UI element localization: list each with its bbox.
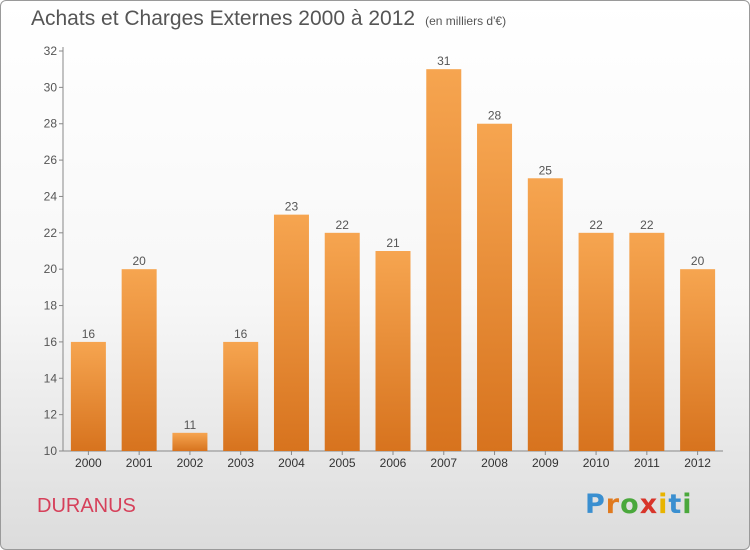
chart-title: Achats et Charges Externes 2000 à 2012 (e…	[31, 7, 506, 31]
logo-letter: i	[682, 489, 693, 520]
logo-letter: r	[605, 489, 621, 520]
x-tick-label: 2007	[430, 456, 457, 470]
bar-value-label: 21	[386, 236, 400, 250]
logo-letter: x	[639, 489, 659, 520]
x-tick-label: 2012	[684, 456, 711, 470]
x-tick-label: 2005	[329, 456, 356, 470]
bar-value-label: 11	[184, 418, 197, 432]
y-tick-label: 26	[44, 153, 58, 167]
bar-value-label: 25	[539, 163, 553, 177]
town-name: DURANUS	[37, 495, 136, 517]
logo-letter: t	[668, 489, 683, 520]
y-tick-label: 20	[44, 262, 58, 276]
bar	[426, 69, 462, 451]
bar	[70, 341, 106, 451]
bar	[680, 269, 716, 451]
logo-letter: o	[620, 489, 640, 520]
bar-value-label: 31	[437, 54, 451, 68]
y-tick-label: 22	[44, 226, 58, 240]
x-tick-label: 2003	[227, 456, 254, 470]
x-tick-label: 2004	[278, 456, 305, 470]
chart-unit-text: (en milliers d'€)	[425, 14, 507, 28]
bar-value-label: 16	[82, 327, 96, 341]
bar	[629, 232, 665, 451]
x-tick-label: 2009	[532, 456, 559, 470]
y-tick-label: 12	[44, 408, 58, 422]
logo-letter: i	[658, 489, 669, 520]
bar-value-label: 22	[336, 218, 350, 232]
bar-value-label: 22	[640, 218, 654, 232]
bar-value-label: 20	[132, 254, 146, 268]
x-tick-label: 2011	[634, 456, 660, 470]
bar-value-label: 23	[285, 200, 299, 214]
x-tick-label: 2008	[481, 456, 508, 470]
y-tick-label: 10	[44, 444, 58, 458]
x-axis: 2000 2001 2002 2003 2004 2005 2006 2007 2008 2009…	[63, 450, 723, 470]
y-tick-label: 18	[44, 299, 58, 313]
bar	[375, 251, 411, 451]
x-tick-label: 2002	[177, 456, 204, 470]
y-tick-label: 28	[44, 117, 58, 131]
y-tick-label: 30	[44, 80, 58, 94]
x-tick-label: 2001	[126, 456, 153, 470]
bar	[324, 232, 360, 451]
y-tick-label: 24	[44, 189, 58, 203]
y-tick-label: 32	[44, 44, 58, 58]
bar	[527, 178, 563, 452]
bar	[121, 269, 157, 451]
bars: 16 20 11 16 23 22 21 31 28 25 22 22 20	[70, 54, 716, 452]
bar-value-label: 16	[234, 327, 248, 341]
x-tick-label: 2006	[380, 456, 407, 470]
bar-value-label: 20	[691, 254, 705, 268]
bar-value-label: 22	[589, 218, 603, 232]
bar	[273, 214, 309, 451]
bar	[578, 232, 614, 451]
y-axis: 10 12 14 16 18 20 22 24 26 28 30 32	[44, 44, 64, 458]
bar	[172, 432, 208, 451]
chart-title-text: Achats et Charges Externes 2000 à 2012	[31, 7, 416, 30]
x-tick-label: 2010	[583, 456, 610, 470]
bar-value-label: 28	[488, 109, 502, 123]
bar	[477, 123, 513, 452]
proxiti-logo: Proxiti	[585, 489, 693, 520]
logo-letter: P	[585, 489, 606, 520]
x-tick-label: 2000	[75, 456, 102, 470]
bar	[223, 341, 259, 451]
y-tick-label: 16	[44, 335, 58, 349]
y-tick-label: 14	[44, 371, 58, 385]
